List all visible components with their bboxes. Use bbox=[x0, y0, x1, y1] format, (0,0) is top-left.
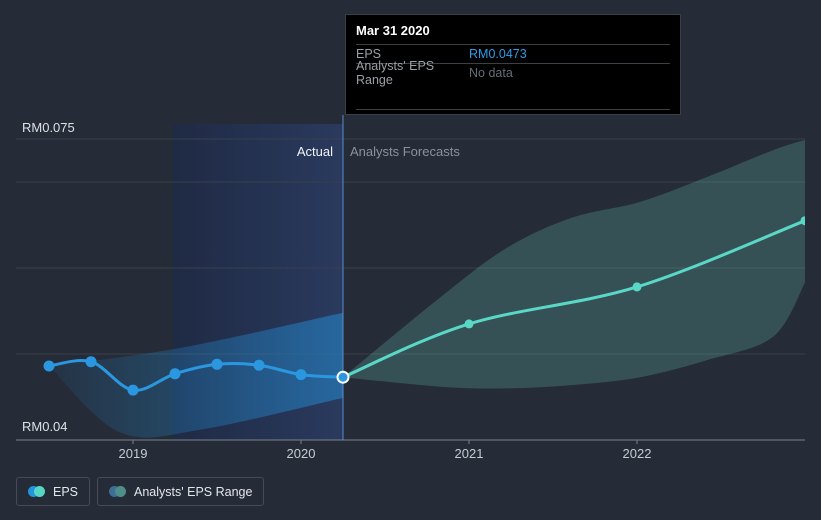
actual-point-2019[interactable] bbox=[127, 384, 139, 396]
eps-actual-color-dot bbox=[28, 486, 39, 497]
forecast-point-2021[interactable] bbox=[464, 319, 474, 329]
tooltip-row-range: Analysts' EPS Range No data bbox=[356, 59, 670, 87]
eps-forecast-color-dot bbox=[34, 486, 45, 497]
tooltip-row-eps: EPS RM0.0473 bbox=[356, 44, 670, 63]
analysts-eps-range-band bbox=[343, 139, 805, 389]
actual-point-2020[interactable] bbox=[295, 369, 307, 381]
chart-legend: EPS Analysts' EPS Range bbox=[16, 477, 265, 506]
chart-tooltip: Mar 31 2020 EPS RM0.0473 Analysts' EPS R… bbox=[345, 14, 681, 115]
tooltip-range-label: Analysts' EPS Range bbox=[356, 59, 435, 87]
forecast-region-label: Analysts Forecasts bbox=[350, 144, 460, 159]
legend-toggle-eps[interactable]: EPS bbox=[16, 477, 91, 506]
range-series-icon bbox=[109, 486, 127, 497]
x-tick-label-2022: 2022 bbox=[622, 446, 652, 461]
forecast-point-2023[interactable] bbox=[800, 216, 810, 226]
actual-point-2019.75[interactable] bbox=[253, 359, 265, 371]
range-forecast-color-dot bbox=[115, 486, 127, 497]
highlighted-point[interactable] bbox=[336, 370, 350, 384]
tooltip-footer-divider bbox=[356, 109, 670, 117]
legend-range-label: Analysts' EPS Range bbox=[134, 484, 253, 499]
tooltip-eps-value: RM0.0473 bbox=[469, 47, 527, 61]
range-actual-color-dot bbox=[109, 486, 121, 497]
actual-eps-band bbox=[49, 312, 343, 438]
x-tick-label-2021: 2021 bbox=[454, 446, 484, 461]
forecast-point-2022[interactable] bbox=[632, 282, 642, 292]
actual-point-2019.25[interactable] bbox=[169, 368, 181, 380]
tooltip-date: Mar 31 2020 bbox=[356, 23, 430, 38]
x-tick-label-2020: 2020 bbox=[286, 446, 316, 461]
actual-point-2019.5[interactable] bbox=[211, 358, 223, 370]
actual-region-label: Actual bbox=[296, 144, 333, 159]
y-axis-label-top: RM0.075 bbox=[22, 120, 75, 135]
legend-toggle-analysts-eps-range[interactable]: Analysts' EPS Range bbox=[97, 477, 265, 506]
tooltip-range-value: No data bbox=[469, 66, 513, 80]
actual-point-2018.5[interactable] bbox=[43, 360, 55, 372]
actual-point-2018.75[interactable] bbox=[85, 356, 97, 368]
legend-eps-label: EPS bbox=[53, 484, 79, 499]
y-axis-label-bottom: RM0.04 bbox=[22, 419, 68, 434]
eps-forecast-line bbox=[341, 219, 805, 379]
x-tick-label-2019: 2019 bbox=[118, 446, 148, 461]
eps-series-icon bbox=[28, 486, 45, 497]
tooltip-eps-label: EPS bbox=[356, 47, 382, 61]
